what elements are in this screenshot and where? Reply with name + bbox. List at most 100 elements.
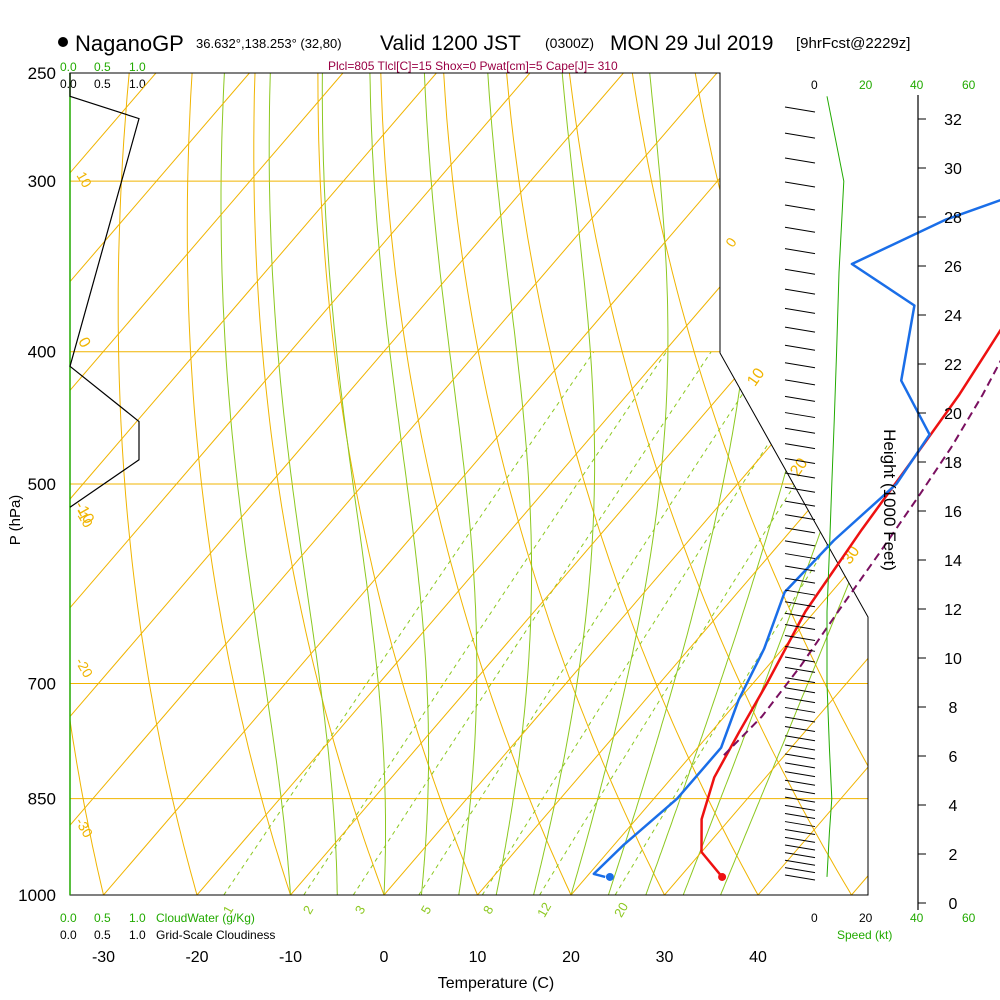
wind-barb	[784, 344, 816, 351]
dry-adiabat-line	[0, 49, 10, 895]
cloudiness-tick-2: 1.0	[129, 77, 146, 91]
pressure-tick-label: 400	[28, 343, 56, 362]
bottom-scales: 0.0 0.5 1.0 CloudWater (g/Kg) 0.0 0.5 1.…	[60, 911, 976, 942]
wind-barb	[784, 472, 816, 479]
height-tick-label: 4	[949, 798, 958, 815]
height-axis-label: Height (1000 Feet)	[880, 429, 899, 571]
height-tick-label: 28	[944, 210, 962, 227]
cloudiness-bottom-2: 1.0	[129, 928, 146, 942]
cloudiness-profile	[69, 73, 140, 508]
cloudiness-tick-0: 0.0	[60, 77, 77, 91]
dry-adiabat-line	[117, 73, 198, 895]
cloudiness-label: Grid-Scale Cloudiness	[156, 928, 275, 942]
wind-barb	[784, 813, 816, 820]
mixing-ratio-line	[303, 351, 667, 895]
height-tick-label: 2	[949, 847, 958, 864]
moist-adiabat-label: -20	[72, 655, 96, 681]
wind-barb	[784, 867, 816, 874]
x-ticks: -30 -20 -10 0 10 20 30 40	[92, 949, 767, 966]
height-tick-label: 30	[944, 161, 962, 178]
wind-barb	[784, 645, 816, 652]
wind-barb	[784, 656, 816, 663]
pressure-tick-label: 1000	[18, 886, 56, 905]
height-tick-label: 32	[944, 112, 962, 129]
wind-barb	[784, 796, 816, 803]
wind-barb	[784, 804, 816, 811]
height-tick-label: 10	[944, 651, 962, 668]
wind-barb	[784, 716, 816, 723]
height-tick-label: 8	[949, 700, 958, 717]
isobars	[70, 73, 868, 895]
wind-barb	[784, 427, 816, 434]
cloudiness-tick-1: 0.5	[94, 77, 111, 91]
isotherm-line	[70, 73, 344, 895]
site-coords: 36.632°,138.253° (32,80)	[196, 36, 342, 51]
pressure-tick-label: 300	[28, 172, 56, 191]
wind-barb	[784, 687, 816, 694]
temperature-surface-point	[718, 872, 727, 881]
wind-barb	[784, 326, 816, 333]
wind-barb	[784, 634, 816, 641]
dry-adiabat-line	[441, 73, 665, 895]
height-tick-label: 0	[949, 896, 958, 913]
wind-barb	[784, 725, 816, 732]
cloudiness-bottom-0: 0.0	[60, 928, 77, 942]
speed-top-40: 40	[910, 78, 924, 92]
speed-bottom-20: 20	[859, 911, 873, 925]
temperature-line	[700, 328, 1000, 878]
wind-barb	[784, 157, 816, 164]
dry-adiabat-label: 10	[744, 365, 768, 389]
wind-barb	[784, 677, 816, 684]
wind-barb	[784, 623, 816, 630]
wind-barb	[784, 412, 816, 419]
cloud-water-bottom-1: 0.5	[94, 911, 111, 925]
wind-barb	[784, 821, 816, 828]
y-axis-label: P (hPa)	[7, 495, 24, 546]
wind-barb	[784, 395, 816, 402]
wind-barb	[784, 601, 816, 608]
wind-barb	[784, 248, 816, 255]
isotherm-line	[570, 73, 868, 895]
pressure-tick-label: 700	[28, 675, 56, 694]
moist-adiabat-line	[423, 73, 478, 895]
cloud-water-tick-0: 0.0	[60, 60, 77, 74]
x-axis-label: Temperature (C)	[438, 975, 554, 992]
wind-barb	[784, 565, 816, 572]
wind-barb	[784, 697, 816, 704]
pressure-tick-label: 250	[28, 64, 56, 83]
dry-adiabat-label: 0	[74, 335, 93, 351]
valid-z: (0300Z)	[545, 35, 594, 51]
wind-barb	[784, 788, 816, 795]
height-tick-label: 22	[944, 357, 962, 374]
speed-top-60: 60	[962, 78, 976, 92]
wind-barb	[784, 457, 816, 464]
mixing-ratio-label: 3	[352, 903, 369, 917]
wind-barb	[784, 666, 816, 673]
wind-barb	[784, 762, 816, 769]
mixing-ratio-label: 5	[418, 903, 435, 917]
wind-barb	[784, 706, 816, 713]
valid-time: Valid 1200 JST	[380, 32, 521, 55]
wind-barb	[784, 829, 816, 835]
height-tick-label: 20	[944, 406, 962, 423]
isotherm-line	[70, 73, 250, 895]
wind-barb	[784, 744, 816, 751]
wind-barb	[784, 612, 816, 619]
speed-bottom-60: 60	[962, 911, 976, 925]
dry-adiabat-line	[70, 73, 104, 895]
mixing-ratio-label: 20	[611, 900, 631, 920]
cloud-water-bottom-2: 1.0	[129, 911, 146, 925]
cloud-water-label: CloudWater (g/Kg)	[156, 911, 255, 925]
moist-adiabat-line	[682, 73, 868, 895]
dry-adiabat-line	[186, 73, 291, 895]
wind-barb	[784, 443, 816, 450]
height-tick-label: 16	[944, 504, 962, 521]
x-tick-label: 0	[380, 949, 389, 966]
cloud-water-tick-2: 1.0	[129, 60, 146, 74]
mixing-ratio-line	[481, 351, 829, 895]
wind-barb	[784, 204, 816, 211]
isotherm-line	[664, 73, 868, 895]
